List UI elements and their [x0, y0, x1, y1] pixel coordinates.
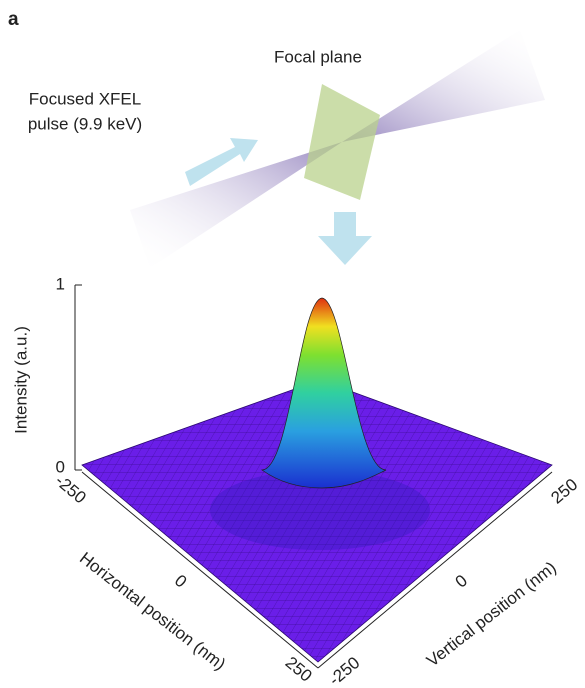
pulse-label: pulse (9.9 keV) — [28, 114, 142, 133]
z-tick-label: 1 — [56, 274, 65, 293]
figure: a Focal plane Focused XFEL pulse (9.9 ke… — [0, 0, 585, 688]
panel-label: a — [8, 9, 19, 30]
x-tick-label: 0 — [171, 571, 190, 592]
focal-plane-label: Focal plane — [274, 47, 362, 66]
z-axis-label: Intensity (a.u.) — [11, 326, 30, 434]
y-tick-label: 0 — [452, 571, 471, 592]
focal-plane — [304, 84, 380, 200]
y-tick-label: -250 — [325, 653, 363, 688]
pulse-label: Focused XFEL — [29, 89, 141, 108]
y-axis-label: Vertical position (nm) — [423, 558, 560, 671]
y-tick-label: 250 — [547, 475, 581, 508]
x-tick-label: 250 — [282, 653, 316, 686]
arrow — [318, 212, 372, 265]
surface-peak — [262, 298, 386, 488]
